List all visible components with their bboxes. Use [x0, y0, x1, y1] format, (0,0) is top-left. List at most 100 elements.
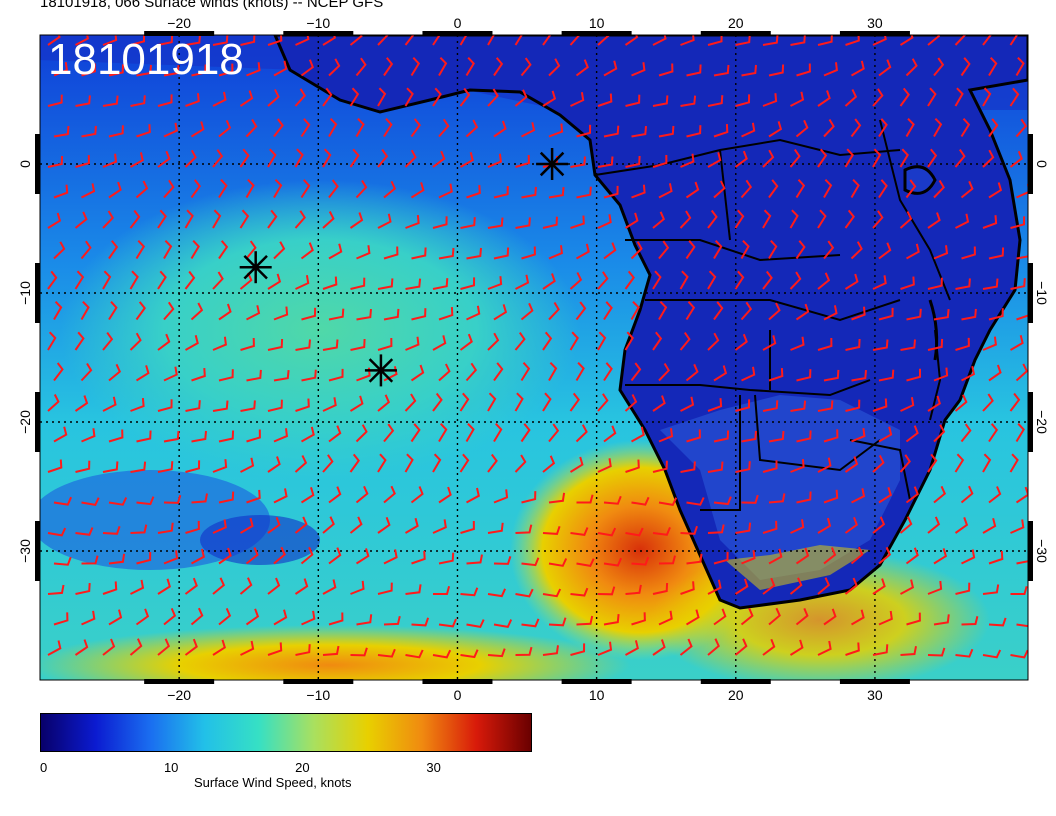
wind-barb [295, 398, 310, 412]
wind-barb [823, 118, 835, 138]
wind-barb [762, 93, 778, 107]
wind-barb [652, 639, 666, 656]
frame-tick [35, 263, 40, 323]
wind-barb [961, 246, 976, 260]
wind-barb [405, 336, 420, 351]
wind-barb [988, 182, 1003, 199]
wind-barb [129, 209, 141, 229]
wind-barb [982, 149, 995, 168]
wind-barb [795, 179, 806, 199]
wind-barb [157, 150, 171, 168]
wind-barb [411, 617, 430, 627]
wind-barb [267, 516, 281, 534]
wind-barb [570, 527, 589, 536]
wind-barb [74, 270, 85, 290]
wind-barb [713, 430, 730, 443]
frame-tick [700, 31, 771, 36]
wind-barb [218, 240, 229, 260]
wind-barb [927, 580, 943, 595]
wind-barb [246, 489, 261, 504]
wind-barb [163, 65, 180, 77]
wind-barb [267, 209, 278, 229]
wind-barb [157, 638, 171, 656]
wind-barb [762, 149, 775, 168]
wind-barb [322, 211, 335, 229]
wind-barb [245, 547, 259, 565]
wind-barb [823, 369, 840, 382]
wind-barb [157, 94, 173, 107]
wind-barb [680, 153, 695, 168]
wind-barb [768, 548, 783, 565]
wind-barb [735, 35, 751, 46]
wind-barb [679, 210, 692, 229]
wind-barb [960, 423, 972, 443]
wind-barb [878, 59, 892, 77]
lat-label-left: −10 [17, 281, 33, 305]
wind-barb [817, 35, 833, 46]
asterisk-icon [536, 148, 569, 180]
wind-barb [328, 612, 344, 626]
wind-barb [81, 428, 96, 443]
wind-barb [823, 429, 839, 443]
wind-barb [899, 35, 914, 46]
wind-barb [377, 213, 392, 229]
wind-barb [817, 577, 831, 595]
wind-barb [102, 270, 112, 290]
wind-barb [790, 35, 806, 46]
wind-barb [47, 94, 63, 107]
wind-barb [625, 94, 641, 107]
wind-barb [515, 274, 530, 290]
wind-barb [328, 243, 343, 260]
wind-barb [240, 457, 255, 473]
country-borders [594, 119, 951, 511]
wind-barb [954, 517, 969, 534]
wind-barb [521, 122, 536, 138]
wind-barb [850, 179, 860, 199]
wind-barb [982, 215, 998, 229]
wind-barb [878, 242, 892, 260]
wind-barb [735, 94, 751, 107]
storm-markers [239, 148, 569, 387]
wind-barb [130, 95, 146, 107]
wind-barb [542, 35, 552, 46]
wind-barb [157, 209, 167, 229]
wind-barb [542, 90, 557, 107]
wind-barb [432, 278, 449, 290]
wind-barb [239, 517, 254, 534]
wind-barb [768, 607, 781, 626]
wind-barb [328, 486, 342, 504]
wind-barb [1015, 423, 1025, 443]
wind-barb [377, 394, 391, 412]
wind-barb [955, 278, 971, 290]
wind-barb [129, 332, 142, 351]
wind-barb [53, 301, 63, 321]
wind-barb [542, 273, 556, 290]
wind-barb [954, 35, 967, 46]
wind-barb [960, 180, 974, 199]
wind-barb [191, 64, 207, 77]
wind-barb [130, 398, 145, 412]
frame-tick [1028, 263, 1033, 323]
wind-barb [239, 148, 250, 168]
wind-barb [322, 454, 334, 473]
wind-barb [411, 308, 427, 321]
wind-barb [900, 339, 916, 351]
wind-barb [905, 425, 919, 443]
wind-barb [625, 155, 641, 168]
wind-barb [796, 63, 811, 77]
wind-barb [102, 153, 118, 168]
wind-barb [796, 491, 812, 504]
wind-barb [47, 35, 61, 46]
wind-barb [432, 35, 441, 46]
wind-barb [157, 333, 171, 351]
wind-barb [845, 642, 860, 656]
asterisk-icon [364, 354, 397, 387]
wind-barb [685, 181, 700, 199]
wind-barb [762, 577, 776, 595]
wind-barb [961, 366, 976, 382]
wind-barb [734, 333, 748, 351]
wind-barb [713, 301, 724, 321]
wind-barb [267, 577, 281, 595]
wind-barb [597, 271, 609, 290]
wind-barb [845, 338, 861, 351]
